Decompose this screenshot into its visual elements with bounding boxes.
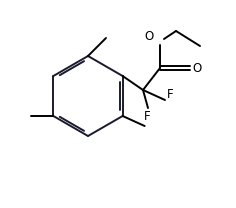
Text: F: F: [167, 88, 174, 101]
Text: F: F: [144, 110, 150, 123]
Text: O: O: [145, 30, 154, 43]
Text: O: O: [192, 62, 201, 74]
